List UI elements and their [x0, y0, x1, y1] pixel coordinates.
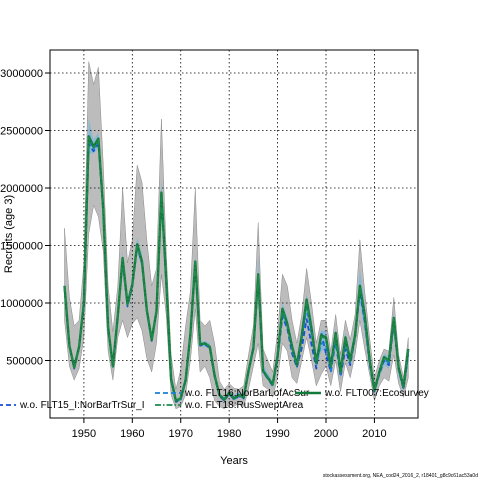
band-grey [64, 61, 409, 410]
x-axis-title: Years [220, 455, 248, 467]
legend-item-2: w.o. FLT16:NorBarLofAcSur [155, 388, 310, 399]
y-axis-ticks: 500000 1000000 1500000 2000000 2500000 300000… [0, 68, 50, 368]
y-tick-label: 1500000 [0, 241, 43, 253]
legend: w.o. FLT15_I:NorBarTrSur_I w.o. FLT16:Nor… [0, 388, 429, 411]
legend-label: w.o. FLT15_I:NorBarTrSur_I [19, 400, 145, 411]
x-tick-label: 2010 [362, 428, 386, 440]
x-tick-label: 1950 [72, 428, 96, 440]
x-tick-label: 1990 [265, 428, 289, 440]
legend-label: w.o. FLT18:RusSweptArea [184, 400, 304, 411]
y-tick-label: 2000000 [0, 183, 43, 195]
legend-item-4: w.o. FLT18:RusSweptArea [155, 400, 304, 411]
x-tick-label: 1970 [168, 428, 192, 440]
series-line-4 [63, 136, 410, 402]
y-tick-label: 3000000 [0, 68, 43, 80]
legend-item-1: w.o. FLT15_I:NorBarTrSur_I [0, 400, 145, 411]
legend-label: w.o. FLT007:Ecosurvey [324, 388, 429, 399]
plot-frame [49, 49, 419, 419]
y-tick-label: 500000 [6, 356, 43, 368]
y-tick-label: 1000000 [0, 298, 43, 310]
x-tick-label: 1960 [120, 428, 144, 440]
series-lines [63, 135, 410, 403]
x-tick-label: 1980 [217, 428, 241, 440]
x-tick-label: 2000 [314, 428, 338, 440]
legend-label: w.o. FLT16:NorBarLofAcSur [184, 388, 310, 399]
footer-credit: stockassessment.org, NEA_cod24_2016_2, r… [323, 473, 478, 479]
y-axis-title: Recruits (age 3) [3, 195, 15, 273]
x-axis-ticks: 1950 1960 1970 1980 1990 2000 2010 [72, 418, 387, 440]
y-tick-label: 2500000 [0, 126, 43, 138]
legend-item-3: w.o. FLT007:Ecosurvey [295, 388, 429, 399]
